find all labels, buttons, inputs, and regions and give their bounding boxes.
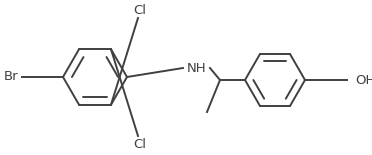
Text: Cl: Cl: [134, 4, 147, 16]
Text: Br: Br: [3, 71, 18, 84]
Text: OH: OH: [355, 73, 372, 86]
Text: NH: NH: [187, 62, 207, 75]
Text: Cl: Cl: [134, 137, 147, 151]
